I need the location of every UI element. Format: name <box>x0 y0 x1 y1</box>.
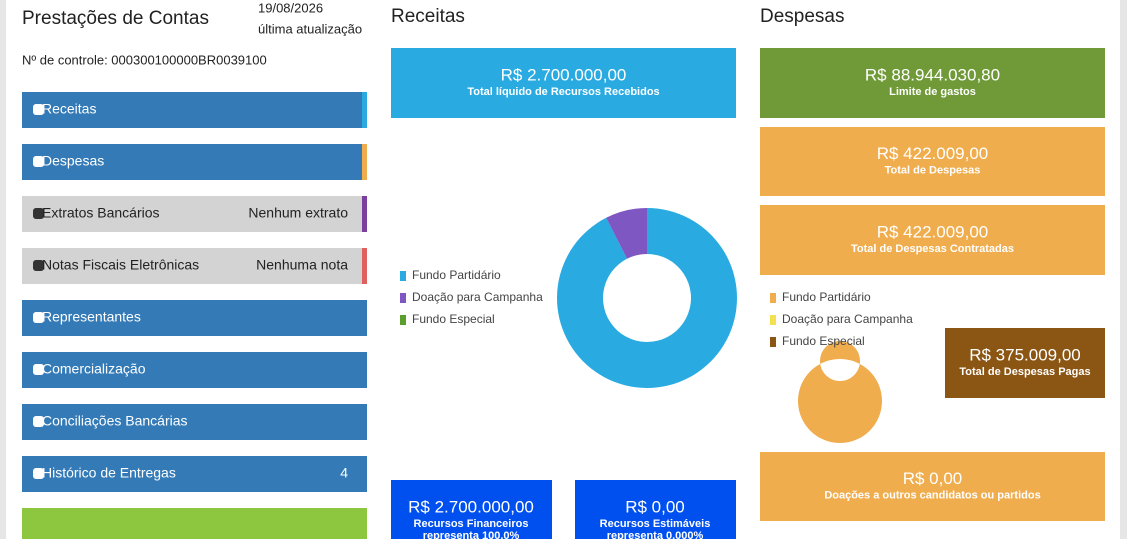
box-note: representa 100,0% <box>423 530 520 539</box>
box-value: R$ 0,00 <box>625 497 685 516</box>
legend-label: Fundo Especial <box>782 334 865 348</box>
menu-item[interactable] <box>22 404 367 440</box>
legend-label: Doação para Campanha <box>782 312 913 326</box>
menu-icon <box>33 208 44 219</box>
legend-label: Fundo Partidário <box>412 268 501 282</box>
legend-swatch <box>770 315 776 325</box>
menu-icon <box>33 104 44 115</box>
box-label: Total de Despesas Pagas <box>959 366 1090 378</box>
summary-box <box>760 452 1105 521</box>
box-label: Doações a outros candidatos ou partidos <box>824 489 1040 501</box>
box-value: R$ 88.944.030,80 <box>865 65 1000 84</box>
box-label: Total de Despesas <box>885 164 981 176</box>
menu-item[interactable] <box>22 144 367 180</box>
menu-label[interactable]: Receitas <box>42 101 96 117</box>
legend-swatch <box>770 337 776 347</box>
menu-label[interactable]: Extratos Bancários <box>42 205 160 221</box>
legend-label: Fundo Especial <box>412 312 495 326</box>
donut-slice <box>606 208 647 259</box>
donut-slice <box>557 208 737 388</box>
box-value: R$ 2.700.000,00 <box>501 65 627 84</box>
legend-swatch <box>400 271 406 281</box>
section-title: Receitas <box>391 6 465 27</box>
summary-box <box>575 480 736 544</box>
box-value: R$ 2.700.000,00 <box>408 497 534 516</box>
legend-label: Fundo Partidário <box>782 290 871 304</box>
box-note: representa 0,000% <box>607 530 704 539</box>
menu-label[interactable]: Notas Fiscais Eletrônicas <box>42 257 199 273</box>
menu-item[interactable] <box>22 352 367 388</box>
summary-box <box>760 127 1105 196</box>
menu-icon <box>33 416 44 427</box>
section-title: Despesas <box>760 6 845 27</box>
menu-item[interactable] <box>22 196 367 232</box>
summary-box <box>391 48 736 118</box>
menu-icon <box>33 312 44 323</box>
menu-status: Nenhum extrato <box>248 205 348 221</box>
menu-item[interactable] <box>22 248 367 284</box>
edge <box>1120 0 1127 539</box>
summary-box <box>760 205 1105 275</box>
menu-item[interactable] <box>22 456 367 492</box>
menu-icon <box>33 468 44 479</box>
legend-swatch <box>770 293 776 303</box>
box-value: R$ 422.009,00 <box>877 144 989 163</box>
box-value: R$ 375.009,00 <box>969 345 1081 364</box>
menu-accent <box>362 144 367 180</box>
menu-label[interactable]: Despesas <box>42 153 104 169</box>
box-value: R$ 0,00 <box>903 469 963 488</box>
summary-box <box>391 480 552 544</box>
box-label: Recursos Estimáveis <box>600 518 711 530</box>
menu-status: Nenhuma nota <box>256 257 348 273</box>
menu-icon <box>33 156 44 167</box>
menu-accent <box>362 92 367 128</box>
menu-icon <box>33 260 44 271</box>
menu-accent <box>362 248 367 284</box>
summary-box <box>945 328 1105 398</box>
legend-swatch <box>400 293 406 303</box>
menu-status: 4 <box>340 465 348 481</box>
menu-item[interactable] <box>22 508 367 544</box>
page-title: Prestações de Contas <box>22 8 209 29</box>
menu-label[interactable]: Histórico de Entregas <box>42 465 176 481</box>
edge <box>0 0 6 539</box>
update-date: 19/08/2026 <box>258 0 323 15</box>
control-number: Nº de controle: 000300100000BR0039100 <box>22 52 267 67</box>
box-label: Total de Despesas Contratadas <box>851 243 1014 255</box>
box-value: R$ 422.009,00 <box>877 222 989 241</box>
menu-item[interactable] <box>22 92 367 128</box>
box-label: Total líquido de Recursos Recebidos <box>467 86 659 98</box>
update-label: última atualização <box>258 21 362 36</box>
legend-label: Doação para Campanha <box>412 290 543 304</box>
summary-box <box>760 48 1105 118</box>
box-label: Recursos Financeiros <box>414 518 529 530</box>
donut-slice <box>797 341 882 443</box>
box-label: Limite de gastos <box>889 86 976 98</box>
menu-item[interactable] <box>22 300 367 336</box>
menu-label[interactable]: Representantes <box>42 309 141 325</box>
menu-accent <box>362 196 367 232</box>
menu-label[interactable]: Comercialização <box>42 361 146 377</box>
menu-icon <box>33 364 44 375</box>
legend-swatch <box>400 315 406 325</box>
menu-label[interactable]: Conciliações Bancárias <box>42 413 188 429</box>
